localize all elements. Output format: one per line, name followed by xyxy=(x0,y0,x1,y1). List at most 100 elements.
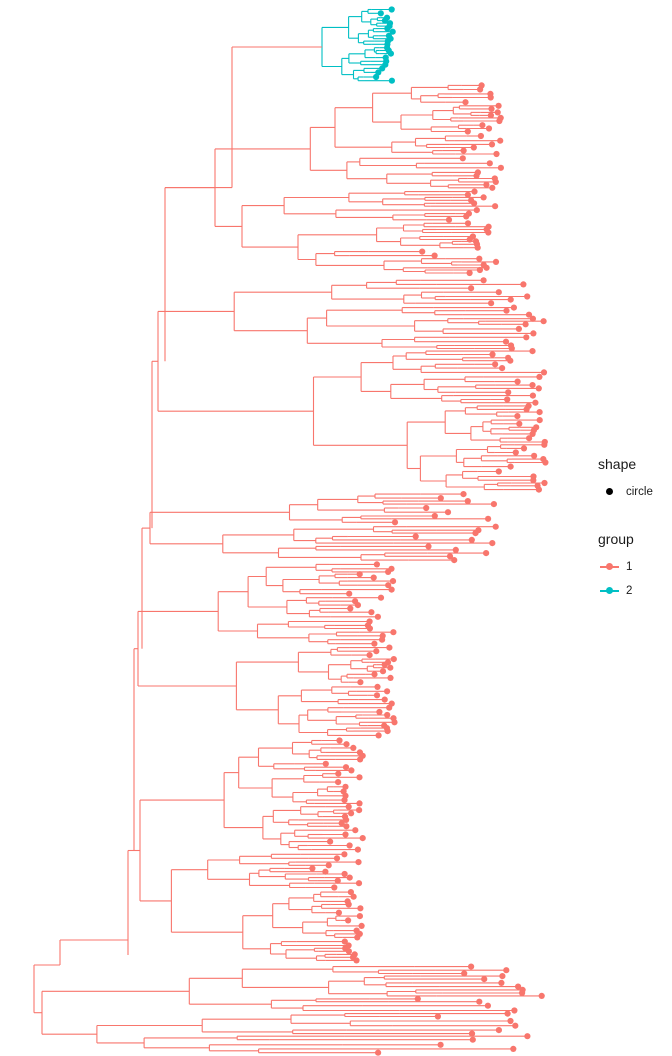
tree-tip xyxy=(384,688,391,695)
tree-tip xyxy=(390,656,397,663)
tree-tip xyxy=(468,536,475,544)
tree-tip xyxy=(373,561,380,568)
tree-tip xyxy=(471,188,478,195)
tree-tip xyxy=(511,1007,518,1014)
tree-tip xyxy=(385,568,392,576)
tree-tip xyxy=(353,957,360,964)
tree-tip xyxy=(347,605,354,612)
tree-tip xyxy=(462,99,469,106)
tree-tip xyxy=(492,258,500,265)
tree-tip xyxy=(469,1036,476,1043)
tree-tip xyxy=(375,1049,382,1056)
tree-tip xyxy=(354,934,361,941)
tree-tip xyxy=(355,880,363,887)
legend-group-item-1: 1 xyxy=(598,555,634,579)
tree-tip xyxy=(536,417,543,424)
tree-tip xyxy=(464,498,471,505)
tree-tip xyxy=(497,164,504,171)
tree-tip xyxy=(507,357,514,364)
tree-tip xyxy=(386,704,393,711)
tree-tip xyxy=(497,137,504,144)
tree-tip xyxy=(512,449,519,456)
tree-tip xyxy=(538,992,545,1000)
tree-tip xyxy=(464,128,471,135)
tree-tip xyxy=(374,613,381,620)
tree-tip xyxy=(463,213,470,220)
tree-tip xyxy=(483,550,490,557)
tree-tip xyxy=(388,77,395,84)
tree-tip xyxy=(431,512,438,520)
tree-tip xyxy=(464,220,472,227)
tree-tip xyxy=(494,109,501,116)
tree-tip xyxy=(520,281,527,288)
tree-tip xyxy=(375,732,382,739)
tree-tip xyxy=(390,629,397,636)
tree-tip xyxy=(468,1030,476,1037)
tree-tip xyxy=(520,445,528,452)
tree-tip xyxy=(387,50,394,57)
tree-tip xyxy=(488,105,495,112)
legend-shape: shape circle xyxy=(598,456,653,504)
tree-tip xyxy=(519,989,526,997)
tree-tip xyxy=(371,671,378,678)
tree-tip xyxy=(358,922,365,930)
tree-tip xyxy=(347,889,354,896)
tree-tip xyxy=(434,1013,441,1020)
tree-tip xyxy=(356,807,363,814)
tree-tip xyxy=(345,803,352,810)
tree-tip xyxy=(343,741,350,748)
tree-tip xyxy=(480,277,487,284)
tree-tip xyxy=(333,855,341,862)
tree-tip xyxy=(346,842,353,849)
tree-tip xyxy=(492,203,499,210)
tree-tip xyxy=(350,744,357,752)
tree-tip xyxy=(356,800,363,807)
tree-tip xyxy=(341,851,348,858)
tree-tip xyxy=(341,797,348,804)
tree-tip xyxy=(476,255,483,262)
tree-tip xyxy=(387,674,394,682)
tree-tip xyxy=(523,334,530,341)
tree-tip xyxy=(485,229,492,236)
tree-tip xyxy=(514,378,521,385)
tree-tip xyxy=(341,870,348,878)
tree-tip xyxy=(348,767,355,774)
tree-tip xyxy=(419,248,426,255)
tree-tip xyxy=(529,382,536,389)
tree-tip xyxy=(335,770,342,777)
tree-tip xyxy=(526,435,533,442)
tree-tip xyxy=(489,184,496,191)
tree-tip xyxy=(343,823,350,830)
line-point-icon xyxy=(598,557,620,577)
tree-tip xyxy=(507,296,514,303)
tree-tip xyxy=(356,774,363,781)
tree-tip xyxy=(423,504,430,512)
tree-tip xyxy=(425,543,432,550)
tree-tip xyxy=(359,835,366,842)
tree-tip xyxy=(470,144,477,151)
tree-tip xyxy=(331,884,338,891)
tree-tip xyxy=(502,338,510,345)
tree-tip xyxy=(516,420,523,427)
tree-tip xyxy=(536,409,543,416)
legend-group: group 1 2 xyxy=(598,531,634,603)
tree-tip xyxy=(431,252,438,259)
tree-tip xyxy=(489,351,496,358)
circle-icon xyxy=(598,482,620,502)
tree-tip xyxy=(368,609,375,616)
tree-tip xyxy=(483,264,490,271)
tree-tip xyxy=(477,132,484,140)
tree-tip xyxy=(381,17,389,24)
tree-tip xyxy=(322,760,329,767)
tree-tip xyxy=(389,578,397,585)
legend-shape-title: shape xyxy=(598,456,637,472)
tree-tip xyxy=(345,948,352,955)
tree-tip xyxy=(515,983,522,990)
tree-tip xyxy=(542,459,549,466)
tree-tip xyxy=(490,501,497,508)
tree-tip xyxy=(535,385,542,392)
tree-tip xyxy=(529,348,536,355)
tree-tip xyxy=(487,112,494,119)
tree-tip xyxy=(357,679,364,686)
tree-tip xyxy=(374,683,381,691)
